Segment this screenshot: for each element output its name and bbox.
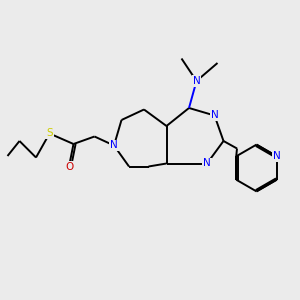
- Text: N: N: [203, 158, 211, 169]
- Text: N: N: [110, 140, 118, 151]
- Text: N: N: [273, 151, 280, 161]
- Text: S: S: [46, 128, 53, 139]
- Text: N: N: [211, 110, 218, 121]
- Text: O: O: [65, 161, 73, 172]
- Text: N: N: [193, 76, 200, 86]
